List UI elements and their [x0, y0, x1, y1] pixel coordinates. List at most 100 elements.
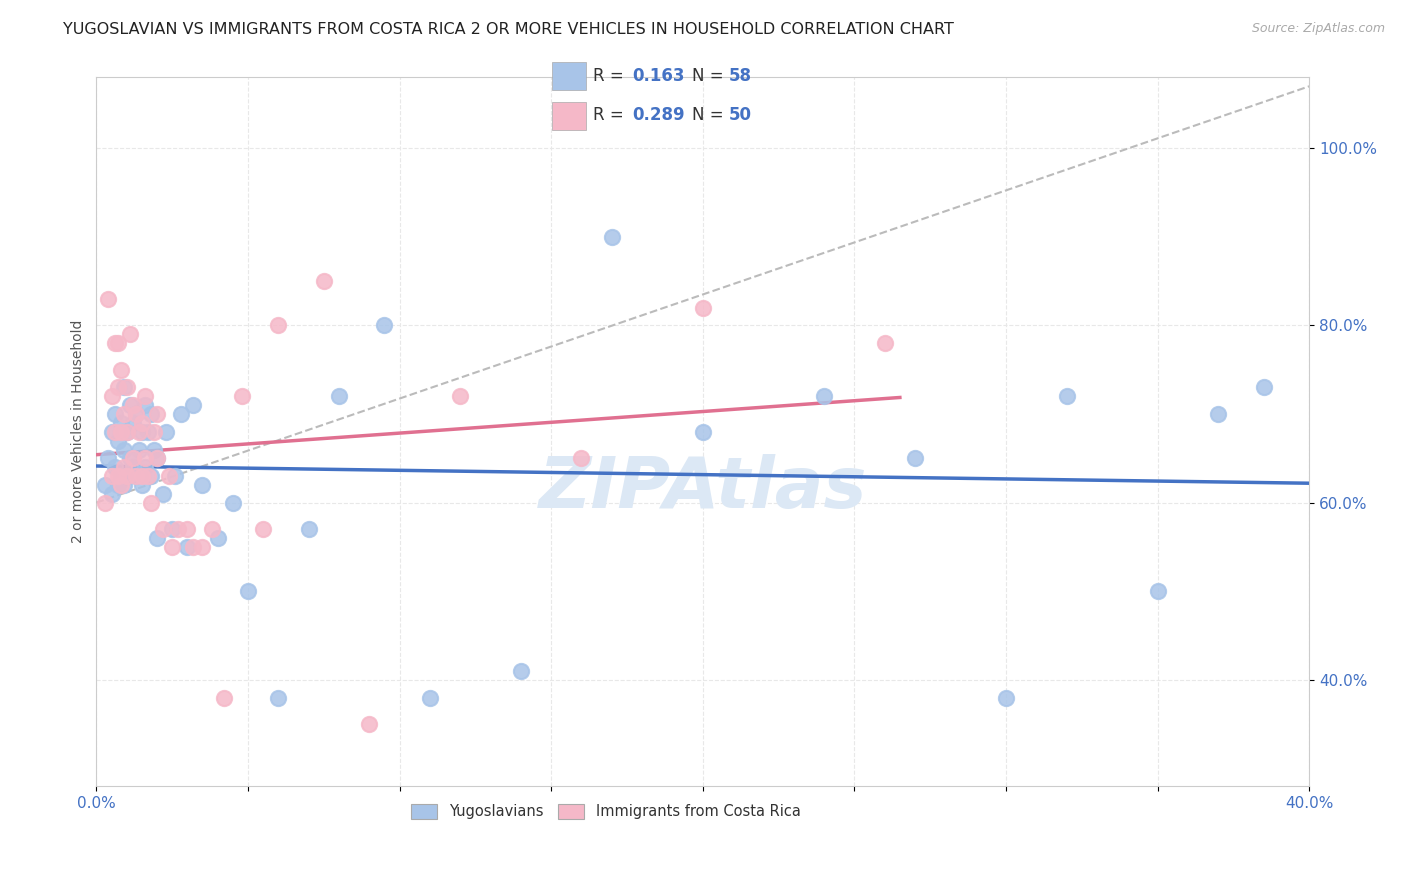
Point: [107, 469, 129, 483]
Point: [131, 478, 153, 492]
Point: [107, 380, 129, 394]
Point: [160, 522, 183, 536]
Point: [1056, 389, 1078, 403]
Point: [107, 336, 129, 351]
Point: [121, 451, 143, 466]
Point: [600, 230, 623, 244]
Point: [1146, 584, 1168, 599]
Point: [207, 531, 229, 545]
Point: [134, 460, 156, 475]
Point: [103, 336, 125, 351]
Point: [118, 398, 141, 412]
Point: [110, 363, 132, 377]
Point: [813, 389, 835, 403]
Point: [110, 425, 132, 439]
Point: [312, 274, 335, 288]
Text: Source: ZipAtlas.com: Source: ZipAtlas.com: [1251, 22, 1385, 36]
Point: [692, 425, 714, 439]
Point: [167, 522, 190, 536]
Point: [107, 478, 129, 492]
Point: [146, 407, 169, 421]
Point: [252, 522, 274, 536]
Point: [115, 469, 138, 483]
Text: YUGOSLAVIAN VS IMMIGRANTS FROM COSTA RICA 2 OR MORE VEHICLES IN HOUSEHOLD CORREL: YUGOSLAVIAN VS IMMIGRANTS FROM COSTA RIC…: [63, 22, 955, 37]
Point: [157, 469, 180, 483]
Point: [125, 407, 148, 421]
Point: [115, 425, 138, 439]
Point: [103, 407, 125, 421]
Point: [160, 540, 183, 554]
Point: [128, 425, 150, 439]
Point: [222, 496, 245, 510]
Point: [449, 389, 471, 403]
Point: [94, 496, 117, 510]
Point: [136, 425, 159, 439]
Point: [121, 416, 143, 430]
Point: [128, 442, 150, 457]
Point: [121, 398, 143, 412]
Point: [103, 460, 125, 475]
Point: [419, 690, 441, 705]
Legend: Yugoslavians, Immigrants from Costa Rica: Yugoslavians, Immigrants from Costa Rica: [405, 797, 807, 825]
Point: [995, 690, 1018, 705]
Point: [139, 496, 162, 510]
Point: [110, 469, 132, 483]
Point: [146, 451, 169, 466]
Point: [100, 487, 122, 501]
Point: [143, 425, 166, 439]
Point: [509, 664, 531, 678]
Point: [125, 407, 148, 421]
Text: 50: 50: [728, 106, 752, 124]
Point: [155, 425, 177, 439]
Point: [103, 425, 125, 439]
Text: ZIPAtlas: ZIPAtlas: [538, 454, 868, 523]
Text: 58: 58: [728, 67, 752, 85]
Point: [1206, 407, 1229, 421]
Point: [125, 469, 148, 483]
Text: N =: N =: [692, 67, 730, 85]
Point: [873, 336, 896, 351]
Point: [110, 478, 132, 492]
Point: [170, 407, 193, 421]
Point: [236, 584, 259, 599]
Point: [97, 292, 120, 306]
Point: [176, 540, 198, 554]
Point: [191, 478, 214, 492]
Point: [115, 380, 138, 394]
Point: [100, 389, 122, 403]
Point: [100, 425, 122, 439]
Point: [112, 460, 135, 475]
Point: [267, 318, 290, 333]
Point: [125, 469, 148, 483]
Point: [118, 327, 141, 342]
Point: [115, 425, 138, 439]
Text: 0.163: 0.163: [633, 67, 685, 85]
Point: [134, 398, 156, 412]
Text: R =: R =: [593, 106, 630, 124]
Point: [152, 522, 174, 536]
Point: [183, 540, 205, 554]
Point: [143, 442, 166, 457]
Point: [373, 318, 395, 333]
Point: [110, 416, 132, 430]
Point: [100, 469, 122, 483]
Point: [267, 690, 290, 705]
Point: [131, 416, 153, 430]
Point: [112, 407, 135, 421]
Point: [112, 478, 135, 492]
Text: N =: N =: [692, 106, 730, 124]
Point: [131, 469, 153, 483]
Point: [191, 540, 214, 554]
Point: [904, 451, 927, 466]
Y-axis label: 2 or more Vehicles in Household: 2 or more Vehicles in Household: [72, 320, 86, 543]
Text: R =: R =: [593, 67, 630, 85]
Point: [121, 460, 143, 475]
FancyBboxPatch shape: [551, 62, 585, 90]
Point: [212, 690, 235, 705]
Point: [131, 425, 153, 439]
Point: [183, 398, 205, 412]
Point: [139, 469, 162, 483]
Point: [112, 442, 135, 457]
Point: [118, 451, 141, 466]
Point: [176, 522, 198, 536]
